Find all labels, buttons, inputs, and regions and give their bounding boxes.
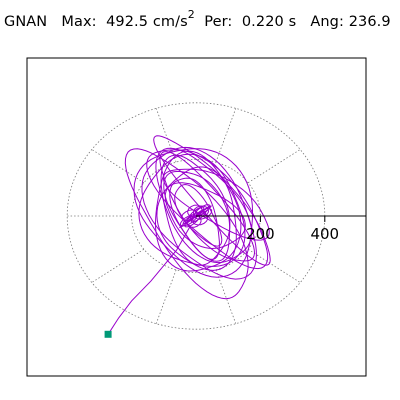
- end-marker-group: [104, 330, 112, 338]
- trace-loops: [124, 135, 271, 300]
- trace-loop-14: [133, 148, 253, 278]
- x-tick-label-400: 400: [310, 225, 339, 243]
- grid-spoke-2: [247, 149, 301, 184]
- trace-loop-10: [154, 150, 242, 272]
- grid-spoke-9: [215, 269, 237, 324]
- chart-title: GNAN Max: 492.5 cm/s2 Per: 0.220 s Ang: …: [4, 8, 391, 30]
- trace-loop-3: [160, 154, 231, 266]
- x-tick-label-200: 200: [246, 225, 275, 243]
- period-value: 0.220 s: [241, 14, 297, 30]
- grid-spoke-4: [155, 108, 177, 163]
- trace-loop-4: [155, 147, 253, 264]
- trace-tail: [107, 227, 190, 335]
- trace-loop-12: [138, 153, 246, 267]
- grid-spoke-7: [91, 248, 145, 283]
- station-code: GNAN: [4, 14, 48, 30]
- x-axis-ticks: 200 400: [246, 216, 339, 243]
- trace-loop-7: [141, 146, 257, 280]
- period-label: Per:: [204, 14, 233, 30]
- max-label: Max:: [61, 14, 97, 30]
- plot-frame: [26, 57, 367, 377]
- grid-spoke-8: [155, 269, 177, 324]
- trace-loop-9: [153, 135, 271, 266]
- angle-value: 236.9: [348, 14, 391, 30]
- max-unit: cm/s2: [152, 8, 195, 30]
- trace-core-cluster: [178, 204, 213, 229]
- max-value: 492.5: [106, 14, 149, 30]
- end-point-marker: [104, 330, 112, 338]
- trace-loop-16: [124, 148, 249, 300]
- grid-spoke-3: [215, 108, 237, 163]
- max-unit-exponent: 2: [187, 8, 195, 22]
- motion-trace: [107, 135, 271, 335]
- angle-label: Ang:: [310, 14, 344, 30]
